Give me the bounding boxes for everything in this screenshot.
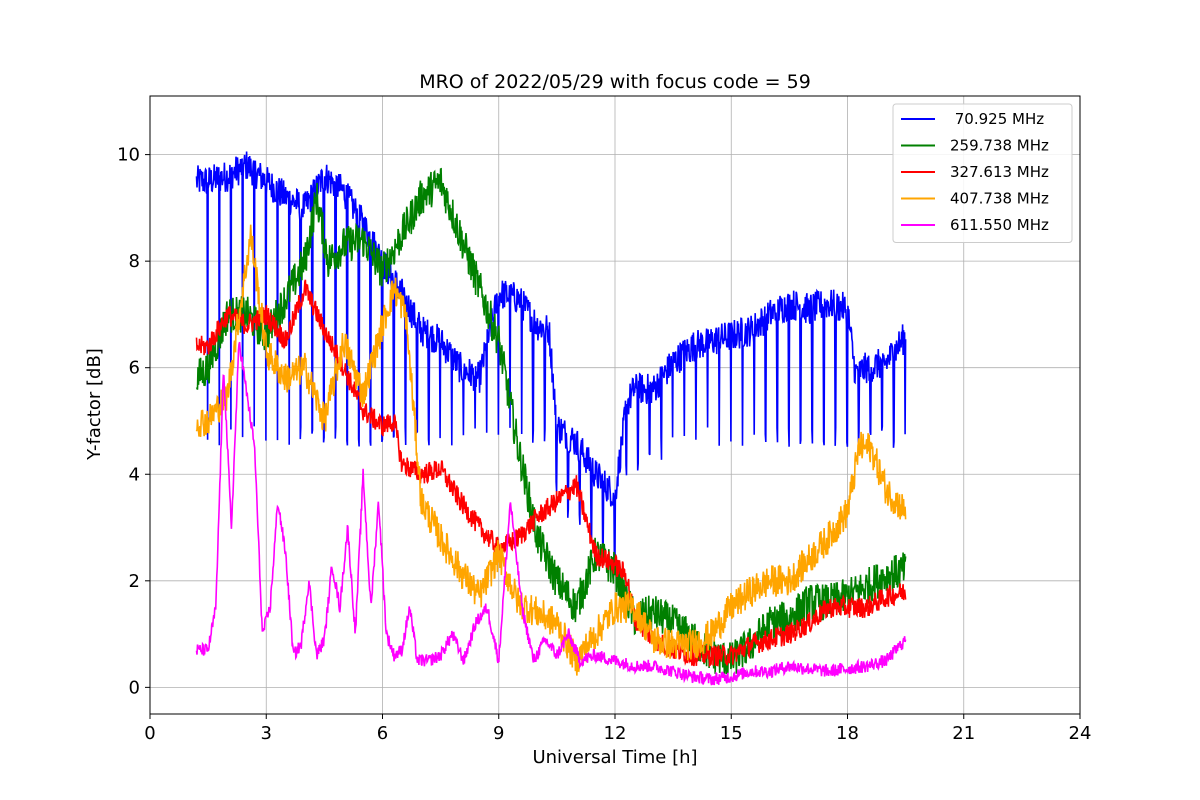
x-tick-label: 9 (493, 723, 504, 744)
legend-label: 327.613 MHz (950, 163, 1049, 181)
x-tick-label: 6 (377, 723, 388, 744)
x-tick-label: 21 (952, 723, 975, 744)
x-tick-label: 0 (144, 723, 155, 744)
legend: 70.925 MHz 259.738 MHz 327.613 MHz 407.738 … (892, 103, 1073, 243)
y-tick-label: 2 (129, 571, 140, 592)
x-tick-label: 15 (720, 723, 743, 744)
series-layer (195, 151, 907, 686)
y-tick-label: 0 (129, 677, 140, 698)
y-tick-label: 4 (129, 464, 140, 485)
x-axis-title: Universal Time [h] (532, 747, 697, 768)
x-tick-label: 18 (836, 723, 859, 744)
x-axis: 0 3 6 9 12 15 18 21 24 (144, 714, 1091, 744)
x-tick-label: 12 (604, 723, 627, 744)
x-tick-label: 3 (261, 723, 272, 744)
x-tick-label: 24 (1069, 723, 1092, 744)
series-line (195, 279, 907, 667)
series-line (195, 224, 907, 676)
legend-label: 407.738 MHz (950, 190, 1049, 208)
y-tick-label: 6 (129, 358, 140, 379)
legend-label: 259.738 MHz (950, 137, 1049, 155)
y-tick-label: 8 (129, 251, 140, 272)
chart-title: MRO of 2022/05/29 with focus code = 59 (419, 71, 811, 93)
series-line (195, 151, 907, 569)
y-axis: 0 2 4 6 8 10 (117, 145, 150, 698)
series-line (195, 341, 907, 686)
y-axis-title: Y-factor [dB] (84, 348, 105, 461)
legend-label: 611.550 MHz (950, 216, 1049, 234)
y-tick-label: 10 (117, 145, 140, 166)
legend-box (892, 103, 1073, 243)
legend-label: 70.925 MHz (950, 110, 1044, 128)
